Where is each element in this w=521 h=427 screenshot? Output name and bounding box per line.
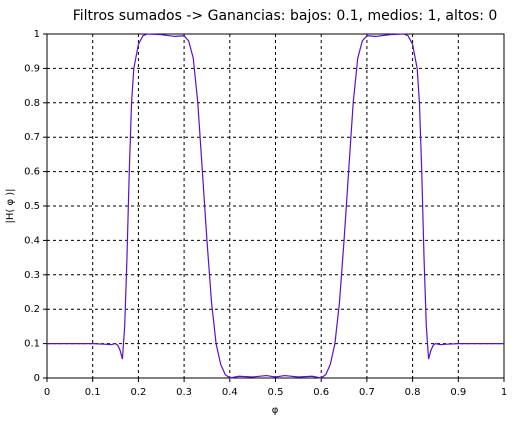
data-line <box>47 33 504 379</box>
x-tick-label: 0 <box>44 387 50 398</box>
x-tick-label: 0.7 <box>359 387 375 398</box>
y-tick-label: 0.9 <box>24 63 40 74</box>
y-tick-label: 0.1 <box>24 339 40 350</box>
y-tick-label: 1 <box>34 29 40 40</box>
x-tick-label: 0.6 <box>313 387 329 398</box>
chart-title: Filtros sumados -> Ganancias: bajos: 0.1… <box>73 8 498 24</box>
x-tick-label: 0.3 <box>176 387 192 398</box>
y-tick-label: 0.4 <box>24 235 40 246</box>
y-tick-label: 0.6 <box>24 167 40 178</box>
y-tick-label: 0.7 <box>24 132 40 143</box>
plot-frame <box>46 33 505 379</box>
x-axis-label: φ <box>272 405 279 416</box>
y-tick-label: 0.8 <box>24 98 40 109</box>
y-tick-label: 0.5 <box>24 201 40 212</box>
x-tick-label: 0.9 <box>450 387 466 398</box>
y-tick-label: 0.2 <box>24 304 40 315</box>
x-tick-label: 1 <box>501 387 507 398</box>
y-tick-label: 0 <box>34 373 40 384</box>
x-tick-label: 0.8 <box>405 387 421 398</box>
x-tick-label: 0.4 <box>222 387 238 398</box>
y-tick-label: 0.3 <box>24 270 40 281</box>
x-tick-label: 0.2 <box>130 387 146 398</box>
x-tick-label: 0.1 <box>85 387 101 398</box>
y-axis-label: |H( φ )| <box>5 188 16 223</box>
x-tick-label: 0.5 <box>268 387 284 398</box>
